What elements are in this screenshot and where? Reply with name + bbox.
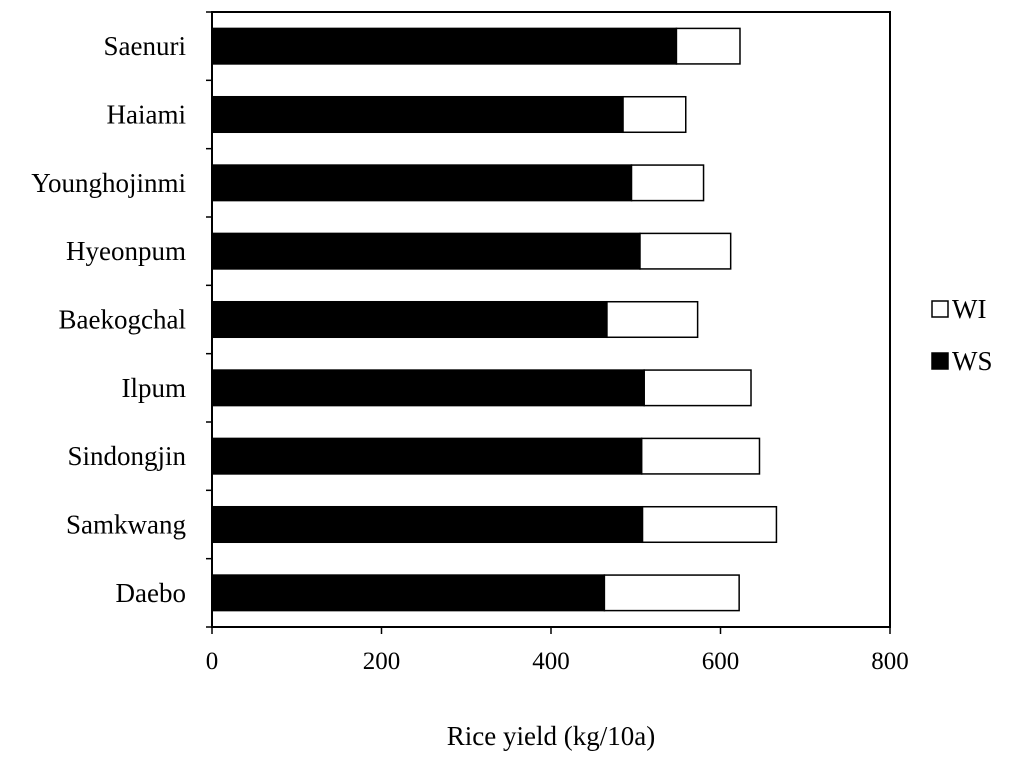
value-axis: 0 200 400 600 800 xyxy=(206,627,909,675)
category-label: Sindongjin xyxy=(67,441,186,471)
legend-swatch-wi xyxy=(931,300,949,318)
bar-ws-younghojinmi xyxy=(211,164,633,202)
category-label: Younghojinmi xyxy=(31,168,186,198)
bar-wi-sindongjin xyxy=(640,437,761,475)
bars-layer xyxy=(211,27,778,612)
category-axis: Saenuri Haiami Younghojinmi Hyeonpum Baekogc… xyxy=(31,11,212,628)
legend-swatch-ws xyxy=(931,352,949,370)
bar-wi-younghojinmi xyxy=(630,164,705,202)
category-label: Samkwang xyxy=(66,510,186,540)
bar-ws-sindongjin xyxy=(211,437,643,475)
bar-ws-daebo xyxy=(211,574,606,612)
legend-label-ws: WS xyxy=(952,346,993,376)
bar-ws-haiami xyxy=(211,95,624,134)
bar-wi-haiami xyxy=(622,95,687,134)
bar-ws-baekogchal xyxy=(211,300,608,339)
category-label: Haiami xyxy=(107,100,186,130)
category-label: Saenuri xyxy=(104,31,186,61)
x-axis-title: Rice yield (kg/10a) xyxy=(447,721,655,751)
category-label: Daebo xyxy=(116,578,186,608)
bar-wi-baekogchal xyxy=(606,300,699,339)
category-label: Ilpum xyxy=(122,373,187,403)
x-tick-label: 800 xyxy=(871,648,909,675)
bar-wi-hyeonpum xyxy=(639,232,732,270)
legend: WI WS xyxy=(931,294,993,376)
x-tick-label: 0 xyxy=(206,648,219,675)
bar-ws-saenuri xyxy=(211,27,678,65)
x-tick-label: 600 xyxy=(702,648,740,675)
bar-ws-ilpum xyxy=(211,369,645,407)
bar-ws-hyeonpum xyxy=(211,232,641,270)
legend-label-wi: WI xyxy=(952,294,986,324)
bar-wi-samkwang xyxy=(641,505,778,544)
x-tick-label: 400 xyxy=(532,648,570,675)
bar-wi-ilpum xyxy=(643,369,752,407)
bar-wi-saenuri xyxy=(675,27,741,65)
bar-ws-samkwang xyxy=(211,505,644,544)
category-label: Hyeonpum xyxy=(66,236,186,266)
x-tick-label: 200 xyxy=(363,648,401,675)
category-label: Baekogchal xyxy=(59,305,186,335)
bar-wi-daebo xyxy=(603,574,740,612)
